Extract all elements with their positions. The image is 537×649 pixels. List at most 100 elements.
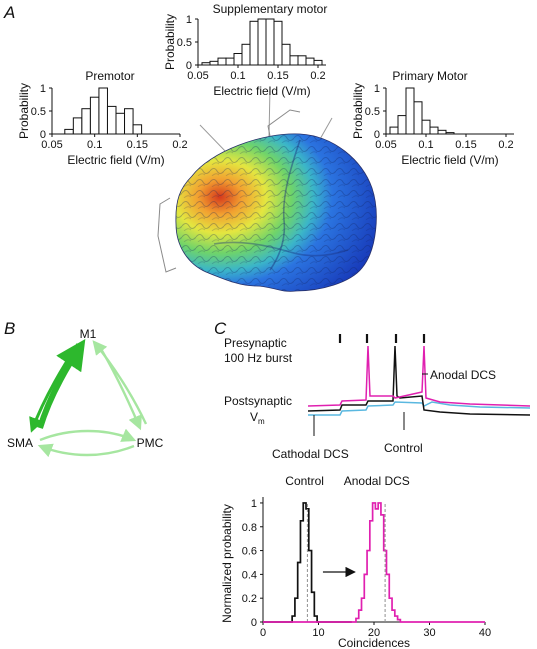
- primary-x-tick-label: 0.05: [375, 139, 396, 151]
- coincidence-y-tick-label: 0.4: [242, 569, 257, 581]
- primary-bar: [445, 132, 455, 135]
- primary-bar: [389, 126, 399, 135]
- supplementary-bar: [281, 43, 291, 66]
- coincidence-y-tick-label: 0.6: [242, 546, 257, 558]
- edge-pmc-to-sma: [37, 443, 135, 458]
- premotor-bar: [124, 108, 134, 135]
- brain-surface-trace-top: [267, 109, 301, 137]
- premotor-bar: [89, 96, 100, 135]
- brain-rendering: [157, 109, 377, 292]
- anodal-vm-trace: [307, 345, 531, 407]
- primary-bar: [413, 101, 423, 135]
- membrane-trace-panel: Presynaptic 100 Hz burst Postsynaptic Vm…: [224, 334, 531, 461]
- supplementary-x-tick-label: 0.05: [187, 70, 208, 82]
- node-pmc: PMC: [137, 436, 164, 450]
- brain-gyri-texture: [175, 133, 377, 292]
- supplementary-x-tick-label: 0.1: [230, 70, 245, 82]
- premotor-y-tick-label: 0: [40, 129, 46, 141]
- spike-ticks: [338, 334, 426, 343]
- premotor-y-label: Probability: [17, 83, 31, 139]
- supplementary-y-tick-label: 1: [186, 14, 192, 26]
- control-distribution-line: [263, 502, 352, 623]
- coincidence-x-tick-label: 20: [368, 627, 380, 639]
- premotor-y-tick-label: 0.5: [31, 106, 46, 118]
- premotor-histogram: Premotor 0.05 0.1 0.15 0.2 0 0.5 1 Electric fiel…: [17, 69, 188, 167]
- postsynaptic-label: Postsynaptic: [224, 394, 292, 408]
- coincidence-y-tick-label: 1: [251, 498, 257, 510]
- primary-bar: [421, 119, 431, 135]
- edge-m1-to-sma: [29, 343, 80, 433]
- premotor-y-tick-label: 1: [40, 83, 46, 95]
- coincidence-y-label: Normalized probability: [220, 504, 234, 623]
- primary-x-tick-label: 0.15: [455, 139, 476, 151]
- premotor-x-tick-label: 0.2: [172, 139, 187, 151]
- primary-y-tick-label: 1: [374, 83, 380, 95]
- supplementary-y-tick-label: 0: [186, 60, 192, 72]
- control-label: Control: [384, 441, 423, 455]
- primary-x-label: Electric field (V/m): [401, 153, 498, 167]
- coincidence-x-label: Coincidences: [338, 636, 410, 649]
- anodal-series-label: Anodal DCS: [344, 474, 410, 488]
- brain-sylvian-fissure: [213, 241, 349, 257]
- primary-histogram: Primary Motor 0.05 0.1 0.15 0.2 0 0.5 1 Electric…: [351, 69, 514, 167]
- supplementary-x-label: Electric field (V/m): [213, 84, 310, 98]
- control-vm-trace: [307, 345, 531, 416]
- premotor-bar: [106, 105, 117, 135]
- brain-central-sulcus: [269, 139, 301, 271]
- coincidence-y-tick-label: 0.2: [242, 593, 257, 605]
- coincidence-x-tick-label: 30: [423, 627, 435, 639]
- supplementary-bar: [225, 57, 235, 66]
- panel-b-letter: B: [4, 319, 15, 338]
- edge-sma-to-m1: [37, 339, 86, 429]
- supplementary-bar: [265, 18, 275, 66]
- supplementary-bar: [305, 57, 315, 66]
- premotor-bar: [115, 112, 126, 135]
- premotor-bar: [81, 108, 91, 135]
- primary-y-tick-label: 0: [374, 129, 380, 141]
- supplementary-bar: [257, 18, 267, 66]
- premotor-x-tick-label: 0.1: [87, 139, 102, 151]
- node-sma: SMA: [7, 436, 33, 450]
- premotor-title: Premotor: [85, 69, 134, 83]
- primary-x-tick-label: 0.1: [418, 139, 433, 151]
- anodal-distribution-line: [263, 502, 485, 623]
- cathodal-dcs-label: Cathodal DCS: [272, 447, 349, 461]
- supplementary-bar: [241, 43, 251, 66]
- presynaptic-burst-label: 100 Hz burst: [224, 351, 293, 365]
- supplementary-x-tick-label: 0.2: [310, 70, 325, 82]
- primary-bar: [437, 129, 447, 135]
- primary-bar: [429, 126, 439, 135]
- coincidence-y-tick-label: 0.8: [242, 522, 257, 534]
- supplementary-bar: [217, 57, 227, 66]
- primary-y-tick-label: 0.5: [365, 106, 380, 118]
- presynaptic-label: Presynaptic: [224, 336, 287, 350]
- coincidence-y-tick-label: 0: [251, 617, 257, 629]
- anodal-dcs-label: Anodal DCS: [430, 368, 496, 382]
- postsynaptic-vm-label: Vm: [250, 410, 265, 426]
- brain-surface-trace-left: [157, 197, 177, 273]
- primary-bar: [405, 87, 415, 135]
- premotor-bar: [72, 117, 83, 135]
- edge-pmc-to-m1: [92, 340, 148, 425]
- coincidence-x-tick-label: 0: [260, 627, 266, 639]
- coincidence-histogram-chart: 0 10 20 30 40 0 0.2 0.4 0.6 0.8 1 Coincidences Norma…: [220, 474, 491, 649]
- primary-x-tick-label: 0.2: [498, 139, 513, 151]
- supplementary-bar: [201, 62, 211, 66]
- control-series-label: Control: [285, 474, 324, 488]
- cathodal-vm-trace: [308, 401, 531, 416]
- primary-bar: [397, 115, 407, 135]
- primary-title: Primary Motor: [392, 69, 467, 83]
- premotor-bar: [64, 128, 74, 135]
- supplementary-y-label: Probability: [163, 14, 177, 70]
- supplementary-bar: [209, 60, 219, 66]
- coincidence-x-tick-label: 40: [479, 627, 491, 639]
- supplementary-x-tick-label: 0.15: [267, 70, 288, 82]
- supplementary-bar: [313, 59, 323, 66]
- edge-sma-to-pmc: [39, 428, 137, 442]
- supplementary-y-tick-label: 0.5: [177, 37, 192, 49]
- coincidence-x-tick-label: 10: [312, 627, 324, 639]
- connectivity-diagram: M1 SMA PMC: [7, 327, 164, 458]
- supplementary-bar: [297, 55, 307, 66]
- panel-c-letter: C: [214, 319, 227, 338]
- primary-y-label: Probability: [351, 83, 365, 139]
